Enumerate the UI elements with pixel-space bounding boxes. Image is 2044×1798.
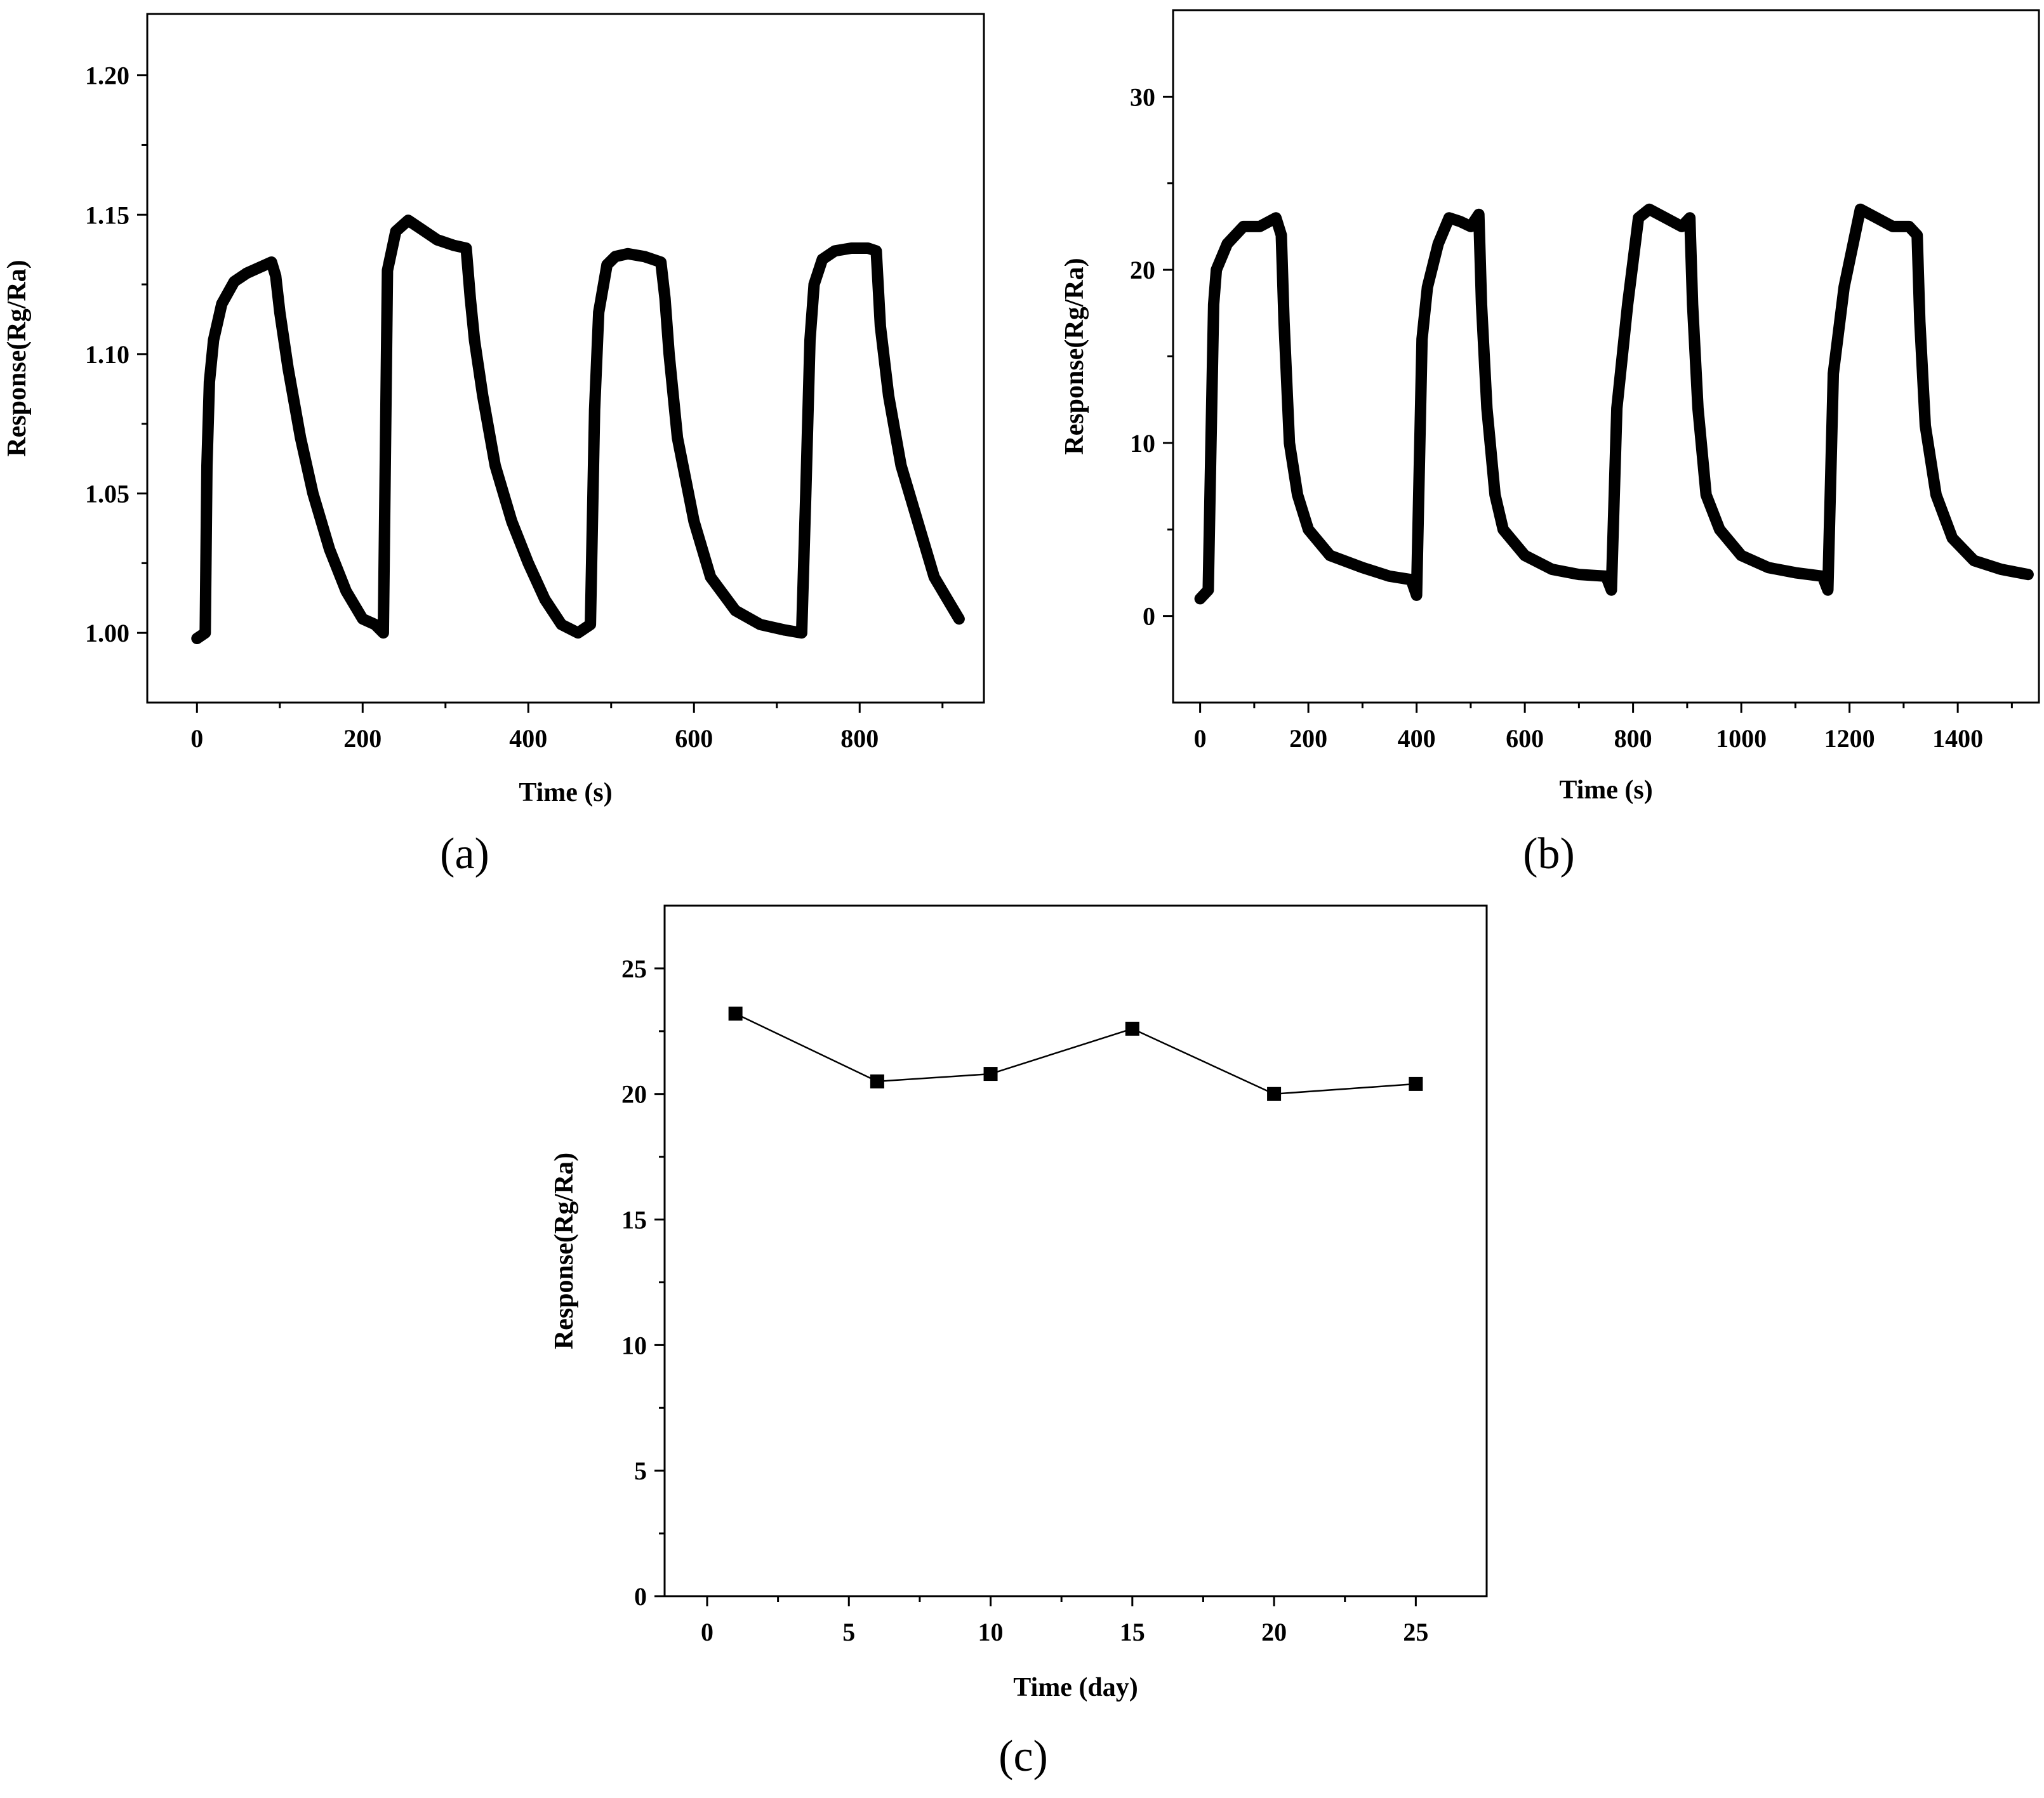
y-tick-label: 1.20 bbox=[85, 62, 129, 90]
x-tick-label: 600 bbox=[675, 724, 713, 753]
x-tick-label: 800 bbox=[1614, 724, 1652, 753]
x-tick-label: 10 bbox=[978, 1618, 1004, 1646]
x-tick-label: 1400 bbox=[1932, 724, 1983, 753]
data-point bbox=[1409, 1076, 1423, 1091]
x-tick-label: 15 bbox=[1120, 1618, 1145, 1646]
data-point bbox=[983, 1067, 998, 1081]
x-tick-label: 25 bbox=[1403, 1618, 1428, 1646]
x-axis-title: Time (s) bbox=[519, 778, 612, 807]
y-axis-title: Response(Rg/Ra) bbox=[3, 260, 32, 456]
y-tick-label: 20 bbox=[1130, 256, 1155, 284]
panel-c: 0 5 10 15 20 25 0 5 10 15 20 25 Time (day) Response(R… bbox=[550, 904, 1488, 1781]
y-tick-label: 15 bbox=[621, 1206, 647, 1234]
y-tick-label: 5 bbox=[634, 1457, 647, 1485]
y-tick-label: 0 bbox=[1143, 602, 1155, 631]
y-tick-label: 10 bbox=[621, 1331, 647, 1359]
y-tick-label: 0 bbox=[634, 1582, 647, 1611]
y-tick-label: 30 bbox=[1130, 83, 1155, 111]
data-point bbox=[1267, 1087, 1282, 1101]
data-point bbox=[870, 1074, 884, 1088]
y-tick-label: 1.05 bbox=[85, 480, 129, 508]
x-tick-label: 600 bbox=[1506, 724, 1544, 753]
y-tick-label: 25 bbox=[621, 955, 647, 983]
x-tick-label: 200 bbox=[1289, 724, 1327, 753]
panel-label: (c) bbox=[999, 1732, 1048, 1781]
panel-label: (a) bbox=[440, 830, 489, 878]
x-tick-label: 0 bbox=[701, 1618, 713, 1646]
x-tick-label: 400 bbox=[509, 724, 547, 753]
data-point bbox=[1125, 1021, 1139, 1036]
x-tick-label: 400 bbox=[1398, 724, 1436, 753]
y-tick-label: 1.00 bbox=[85, 619, 129, 647]
x-tick-label: 200 bbox=[343, 724, 382, 753]
y-tick-label: 10 bbox=[1130, 429, 1155, 458]
x-tick-label: 5 bbox=[842, 1618, 855, 1646]
series-line bbox=[734, 1012, 1417, 1095]
plot-frame bbox=[146, 13, 985, 704]
y-tick-label: 1.10 bbox=[85, 340, 129, 369]
y-axis-title: Response(Rg/Ra) bbox=[1060, 258, 1089, 454]
x-tick-label: 0 bbox=[190, 724, 203, 753]
y-tick-label: 20 bbox=[621, 1080, 647, 1109]
x-tick-label: 0 bbox=[1194, 724, 1207, 753]
plot-frame bbox=[663, 904, 1488, 1597]
x-tick-label: 1000 bbox=[1716, 724, 1767, 753]
panel-b: 0 200 400 600 800 1000 1200 1400 0 10 20 30 Time (s)… bbox=[1060, 9, 2040, 878]
x-tick-label: 800 bbox=[840, 724, 879, 753]
panel-a: 0 200 400 600 800 1.00 1.05 1.10 1.15 1.20 Time (s… bbox=[3, 13, 985, 878]
x-axis-title: Time (s) bbox=[1559, 776, 1652, 805]
y-tick-label: 1.15 bbox=[85, 201, 129, 229]
panel-label: (b) bbox=[1523, 830, 1575, 878]
x-tick-label: 20 bbox=[1261, 1618, 1287, 1646]
x-tick-label: 1200 bbox=[1824, 724, 1875, 753]
data-point bbox=[728, 1007, 743, 1021]
y-axis-title: Response(Rg/Ra) bbox=[550, 1153, 579, 1349]
x-axis-title: Time (day) bbox=[1013, 1673, 1138, 1702]
series-line bbox=[1194, 203, 2034, 605]
series-line bbox=[191, 215, 965, 644]
